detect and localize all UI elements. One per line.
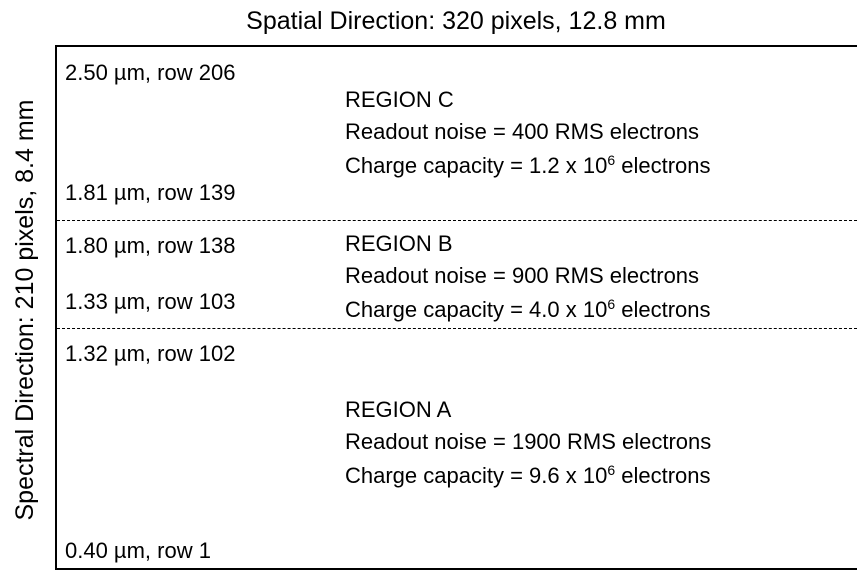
region-divider bbox=[57, 328, 857, 329]
region-name: REGION A bbox=[345, 397, 452, 422]
region-name: REGION B bbox=[345, 231, 453, 256]
region-noise: Readout noise = 900 RMS electrons bbox=[345, 263, 700, 288]
row-label: 1.80 µm, row 138 bbox=[65, 233, 236, 258]
capacity-text: Charge capacity = 9.6 x 10 bbox=[345, 463, 608, 488]
title: Spatial Direction: 320 pixels, 12.8 mm bbox=[246, 7, 666, 35]
region-noise: Readout noise = 400 RMS electrons bbox=[345, 119, 700, 144]
capacity-text: electrons bbox=[615, 297, 711, 322]
capacity-exponent: 6 bbox=[607, 462, 616, 478]
row-label: 2.50 µm, row 206 bbox=[65, 60, 236, 85]
row-label: 1.33 µm, row 103 bbox=[65, 289, 236, 314]
row-label: 0.40 µm, row 1 bbox=[65, 538, 211, 563]
side-label: Spectral Direction: 210 pixels, 8.4 mm bbox=[11, 99, 39, 521]
region-capacity: Charge capacity = 1.2 x 106 electrons bbox=[345, 153, 711, 179]
capacity-exponent: 6 bbox=[607, 296, 616, 312]
capacity-text: electrons bbox=[615, 463, 711, 488]
region-capacity: Charge capacity = 4.0 x 106 electrons bbox=[345, 297, 711, 323]
region-noise: Readout noise = 1900 RMS electrons bbox=[345, 429, 712, 454]
row-label: 1.32 µm, row 102 bbox=[65, 341, 236, 366]
region-divider bbox=[57, 220, 857, 221]
capacity-exponent: 6 bbox=[607, 152, 616, 168]
capacity-text: Charge capacity = 4.0 x 10 bbox=[345, 297, 608, 322]
row-label: 1.81 µm, row 139 bbox=[65, 180, 236, 205]
region-name: REGION C bbox=[345, 87, 454, 112]
capacity-text: Charge capacity = 1.2 x 10 bbox=[345, 153, 608, 178]
sensor-frame bbox=[55, 45, 857, 570]
capacity-text: electrons bbox=[615, 153, 711, 178]
region-capacity: Charge capacity = 9.6 x 106 electrons bbox=[345, 463, 711, 489]
